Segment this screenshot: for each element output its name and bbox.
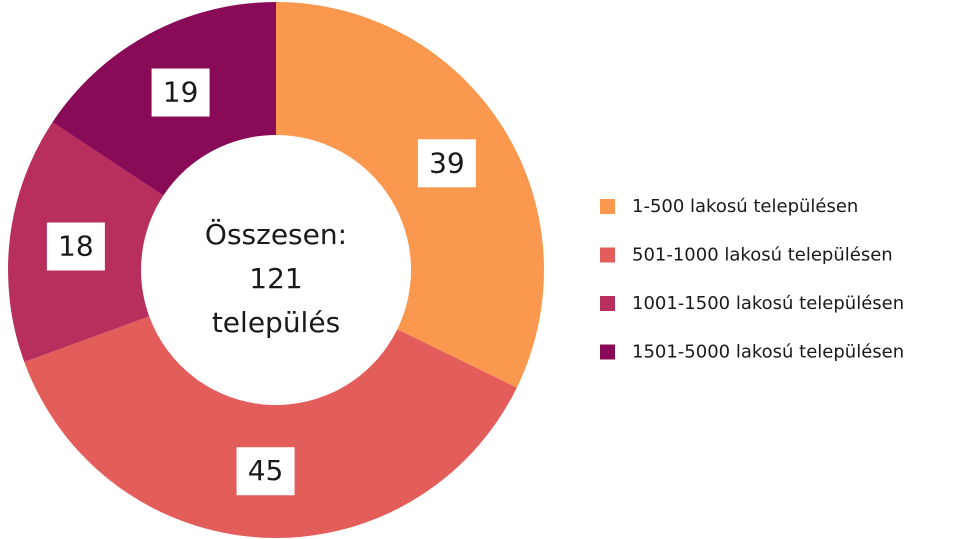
legend-swatch xyxy=(600,344,615,360)
legend-swatch xyxy=(600,296,615,311)
legend-label: 501-1000 lakosú településen xyxy=(632,245,893,266)
legend-swatch xyxy=(600,199,615,214)
value-label: 39 xyxy=(429,146,465,179)
legend-label: 1001-1500 lakosú településen xyxy=(632,293,904,314)
value-label: 19 xyxy=(163,76,199,109)
value-label-box xyxy=(417,139,476,188)
legend-label: 1501-5000 lakosú településen xyxy=(632,342,904,363)
value-label-box xyxy=(151,68,210,117)
value-label: 45 xyxy=(248,454,284,487)
legend-swatch xyxy=(600,247,615,263)
center-text: település xyxy=(212,306,340,339)
legend-label: 1-500 lakosú településen xyxy=(632,196,858,217)
center-text: 121 xyxy=(249,262,302,295)
value-label: 18 xyxy=(58,230,94,263)
value-label-box xyxy=(46,222,105,271)
value-label-box xyxy=(236,447,295,496)
center-text: Összesen: xyxy=(205,217,347,251)
donut-slice xyxy=(24,316,517,538)
donut-slice xyxy=(276,2,544,388)
